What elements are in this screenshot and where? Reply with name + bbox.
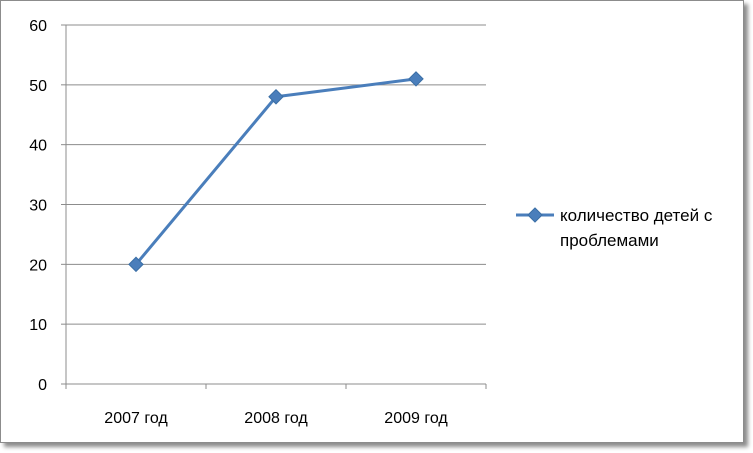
y-tick-labels: 0 10 20 30 40 50 60 [29,18,47,394]
legend-label-line2: проблемами [560,231,659,250]
y-tick-label: 40 [29,138,47,155]
y-tick-label: 0 [38,377,47,394]
x-tick-label: 2007 год [104,410,168,427]
series-line [134,77,417,266]
series [128,71,424,273]
data-point-marker [268,89,284,105]
y-tick-label: 30 [29,198,47,215]
data-point-marker [128,256,144,273]
x-tick-label: 2008 год [244,410,308,427]
axes [61,24,487,389]
chart-frame: 0 10 20 30 40 50 60 2007 год 2008 год 2009 год к… [0,0,744,443]
y-tick-label: 60 [29,18,47,35]
legend-diamond-marker [527,207,543,223]
legend-label-line1: количество детей с [560,206,713,225]
x-tick-labels: 2007 год 2008 год 2009 год [104,410,448,427]
x-tick-label: 2009 год [384,410,448,427]
data-point-marker [408,71,424,87]
y-tick-label: 20 [29,257,47,274]
legend: количество детей с проблемами [516,206,713,250]
y-tick-label: 10 [29,317,47,334]
y-tick-label: 50 [29,78,47,95]
gridlines [66,24,486,325]
